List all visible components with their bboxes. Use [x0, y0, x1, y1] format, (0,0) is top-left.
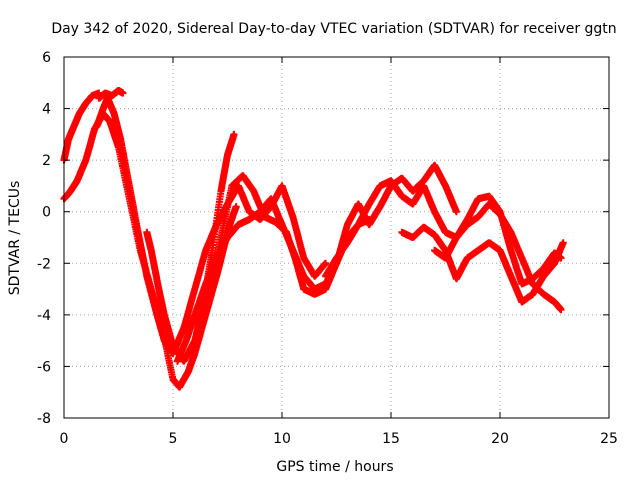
x-tick-label: 25 — [600, 431, 618, 447]
y-axis-title: SDTVAR / TECUs — [7, 181, 23, 296]
x-tick-label: 15 — [382, 431, 400, 447]
plot-frame — [63, 56, 610, 419]
y-tick-label: -8 — [37, 411, 51, 427]
x-axis-title: GPS time / hours — [276, 459, 393, 475]
y-tick-label: 2 — [42, 153, 51, 169]
x-axis-ticks: 0 5 10 15 20 25 — [60, 57, 618, 447]
y-tick-label: -2 — [37, 256, 51, 272]
y-tick-label: 4 — [42, 102, 51, 118]
series-markers — [93, 94, 330, 357]
series-markers — [95, 87, 127, 102]
data-series — [60, 87, 567, 391]
x-tick-label: 5 — [169, 431, 178, 447]
x-tick-label: 10 — [273, 431, 291, 447]
chart-title: Day 342 of 2020, Sidereal Day-to-day VTE… — [51, 21, 616, 37]
series-sat-i — [398, 223, 567, 306]
series-sat-j — [431, 192, 565, 288]
series-sat-d — [93, 94, 330, 357]
y-tick-label: 0 — [42, 205, 51, 221]
y-tick-label: -6 — [37, 359, 51, 375]
x-tick-label: 20 — [491, 431, 509, 447]
series-sat-c — [95, 87, 127, 102]
x-tick-label: 0 — [60, 431, 69, 447]
y-axis-ticks: -8 -6 -4 -2 0 2 4 6 — [37, 50, 609, 427]
series-markers — [398, 223, 567, 306]
y-tick-label: 6 — [42, 50, 51, 66]
y-tick-label: -4 — [37, 308, 51, 324]
series-markers — [431, 192, 565, 288]
